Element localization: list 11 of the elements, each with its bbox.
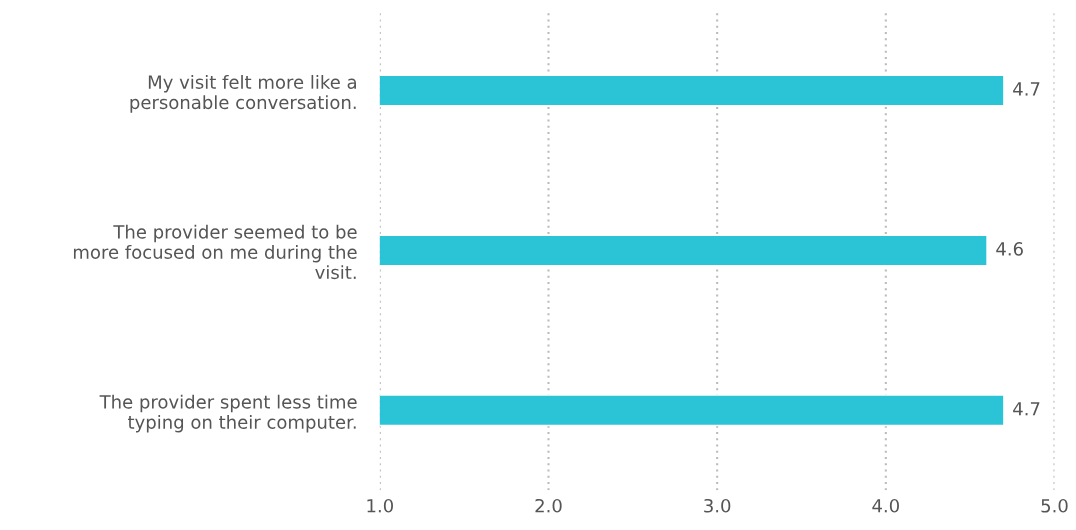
y-tick-label: The provider spent less time typing on their computer. — [99, 394, 357, 433]
x-tick-label: 3.0 — [704, 498, 731, 513]
x-tick-label: 1.0 — [367, 498, 393, 513]
data-label: 4.7 — [1013, 402, 1040, 416]
y-tick-label: The provider seemed to be more focused on me during the visit. — [73, 224, 357, 280]
y-tick-label: My visit felt more like a personable conversation. — [130, 74, 356, 113]
x-tick-label: 5.0 — [1041, 498, 1068, 513]
data-label: 4.6 — [996, 242, 1023, 256]
data-label: 4.7 — [1013, 82, 1040, 96]
x-tick-label: 2.0 — [535, 498, 562, 513]
x-tick-label: 4.0 — [872, 498, 899, 513]
